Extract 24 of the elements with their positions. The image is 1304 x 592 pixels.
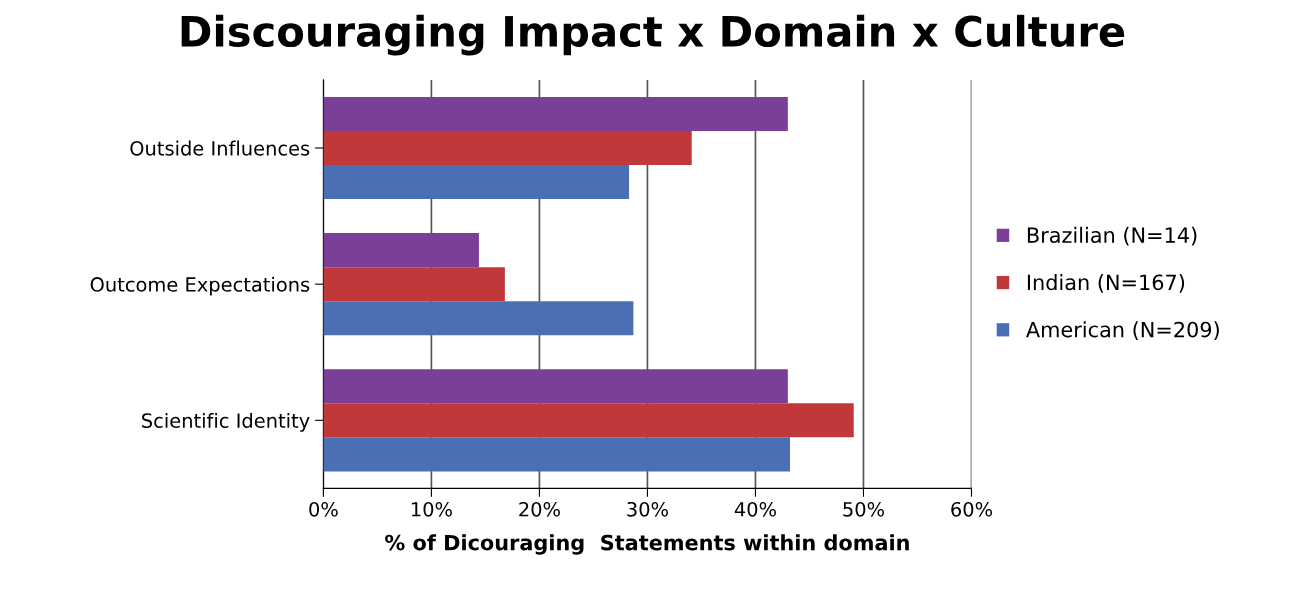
bar: [323, 267, 505, 302]
y-tick-label: Scientific Identity: [142, 412, 310, 432]
bar: [323, 437, 791, 472]
bar: [323, 96, 788, 131]
x-tick-label: 50%: [843, 501, 884, 517]
x-tick-label: 0%: [309, 501, 338, 517]
bar: [323, 403, 854, 438]
bar: [323, 233, 479, 268]
y-tick-label: Outside Influences: [130, 140, 310, 156]
chart-title: Discouraging Impact x Domain x Culture: [181, 14, 1125, 56]
y-tick-label: Outcome Expectations: [90, 276, 310, 296]
x-axis-title: % of Dicouraging Statements within domain: [385, 534, 909, 555]
legend-label: Brazilian (N=14): [1027, 226, 1197, 246]
x-tick-label: 20%: [519, 501, 560, 517]
legend-label: American (N=209): [1026, 321, 1219, 340]
x-tick-label: 40%: [734, 501, 776, 517]
x-tick-label: 60%: [951, 501, 993, 517]
bar: [323, 369, 788, 404]
bar: [323, 301, 634, 336]
x-tick-label: 10%: [411, 501, 452, 517]
bar: [323, 165, 630, 200]
bar: [323, 130, 692, 166]
legend-label: Indian (N=167): [1027, 274, 1185, 293]
x-tick-label: 30%: [627, 501, 668, 517]
